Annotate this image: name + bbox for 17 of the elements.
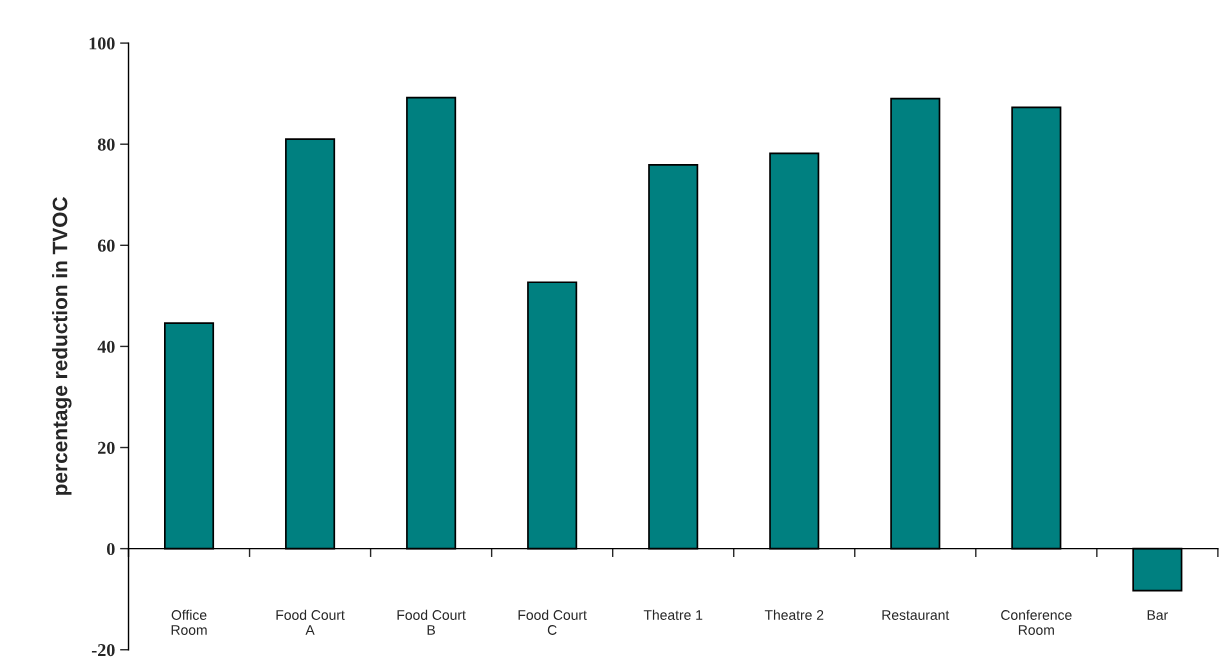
x-tick-label: Bar <box>1147 610 1168 620</box>
y-tick-label: 60 <box>97 239 115 252</box>
x-tick-label: Office Room <box>171 609 207 635</box>
y-tick-label: 80 <box>97 138 115 151</box>
y-tick-label: 40 <box>97 340 115 353</box>
x-tick-label: Food Court B <box>397 609 466 635</box>
y-tick-label: 20 <box>98 441 115 454</box>
x-tick-label: Food Court C <box>518 609 587 635</box>
x-tick-label: Conference Room <box>1001 609 1072 635</box>
x-tick-label: Theatre 2 <box>764 609 824 620</box>
x-tick-label: Restaurant <box>882 610 950 620</box>
y-axis-title: percentage reduction in TVOC <box>52 197 72 495</box>
y-tick-label: -20 <box>91 644 115 657</box>
x-tick-label: Theatre 1 <box>643 609 703 620</box>
y-tick-label: 0 <box>106 542 115 556</box>
x-tick-label: Food Court A <box>276 609 345 635</box>
y-tick-label: 100 <box>89 37 115 50</box>
